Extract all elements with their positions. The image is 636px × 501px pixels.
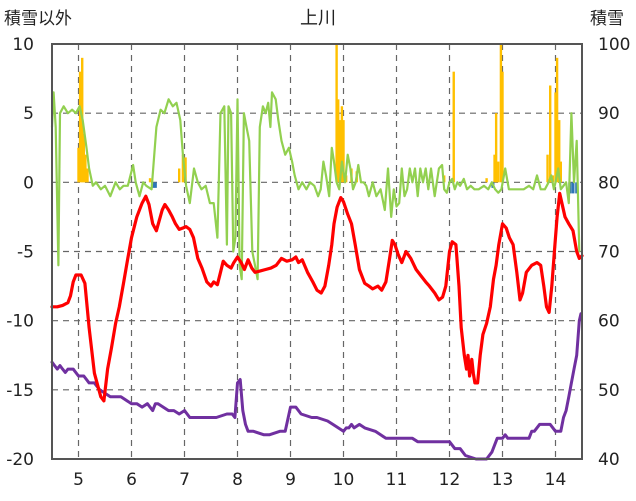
y-left-axis-label: 積雪以外: [4, 9, 72, 29]
x-tick-label: 10: [333, 470, 355, 490]
y-left-tick-label: -15: [6, 381, 34, 401]
precipitation-bar: [497, 161, 500, 183]
y-left-ticks: 10 5 0 -5 -10 -15 -20: [6, 35, 34, 470]
plot-border: [51, 43, 583, 460]
negative-bar: [571, 182, 575, 194]
precipitation-bar: [494, 113, 498, 183]
snow-depth-line: [50, 91, 581, 281]
precipitation-bar: [78, 71, 82, 183]
precipitation-bar: [338, 120, 341, 183]
y-left-tick-label: 10: [12, 35, 34, 55]
snow-depth-secondary-line: [50, 312, 583, 461]
y-right-tick-label: 50: [598, 381, 620, 401]
y-left-tick-label: -5: [17, 243, 34, 263]
y-right-tick-label: 80: [598, 173, 620, 193]
temperature-line: [50, 191, 584, 403]
y-right-tick-label: 100: [598, 35, 630, 55]
precipitation-bar: [337, 99, 340, 183]
precipitation-bar: [340, 106, 344, 183]
precipitation-bar: [77, 147, 80, 183]
y-right-tick-label: 60: [598, 312, 620, 332]
precipitation-bar: [558, 120, 561, 183]
y-left-tick-label: -10: [6, 312, 34, 332]
precipitation-bar: [485, 178, 488, 183]
precipitation-bar: [554, 92, 557, 183]
y-right-ticks: 100 90 80 70 60 50 40: [598, 35, 630, 470]
x-tick-label: 12: [439, 470, 461, 490]
negative-bar: [153, 182, 157, 188]
precipitation-bar: [501, 71, 504, 183]
y-right-tick-label: 70: [598, 243, 620, 263]
precipitation-bar: [493, 154, 496, 183]
x-tick-label: 9: [285, 470, 296, 490]
precipitation-bar: [555, 57, 559, 183]
chart-title: 上川: [300, 8, 336, 29]
y-left-tick-label: 5: [23, 104, 34, 124]
precipitation-bar: [86, 168, 89, 183]
y-left-tick-label: 0: [23, 173, 34, 193]
precipitation-bar: [546, 154, 549, 183]
precipitation-bar: [342, 120, 345, 183]
x-tick-label: 13: [492, 470, 514, 490]
precipitation-bar: [452, 71, 455, 183]
precipitation-bar: [82, 133, 85, 183]
precipitation-bar: [499, 44, 503, 183]
precipitation-bar: [148, 178, 152, 183]
y-right-tick-label: 40: [598, 450, 620, 470]
x-tick-label: 14: [545, 470, 567, 490]
x-tick-label: 5: [73, 470, 84, 490]
x-tick-label: 8: [232, 470, 243, 490]
precipitation-bar: [549, 85, 552, 183]
y-right-axis-label: 積雪: [590, 9, 624, 29]
y-left-tick-label: -20: [6, 450, 34, 470]
y-right-tick-label: 90: [598, 104, 620, 124]
precipitation-bar: [559, 161, 562, 183]
x-ticks: 5 6 7 8 9 10 11 12 13 14: [73, 470, 566, 490]
lines: [50, 91, 584, 461]
negative-bar: [575, 182, 579, 194]
precipitation-bar: [335, 44, 338, 183]
x-tick-label: 7: [179, 470, 190, 490]
precipitation-bar: [84, 154, 87, 183]
x-tick-label: 11: [386, 470, 408, 490]
precipitation-bar: [181, 154, 185, 183]
precipitation-bar: [178, 168, 181, 183]
x-tick-label: 6: [126, 470, 137, 490]
